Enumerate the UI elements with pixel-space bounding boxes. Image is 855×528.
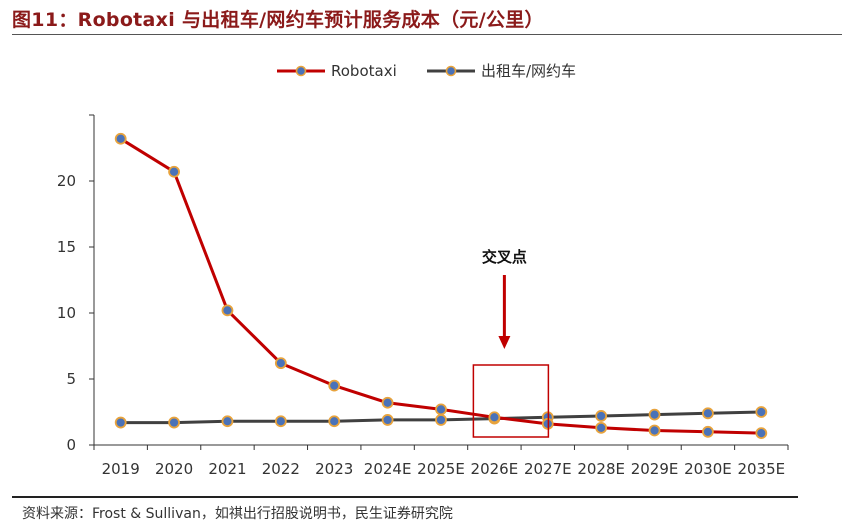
x-tick-label: 2026E (471, 460, 519, 478)
x-tick-label: 2030E (684, 460, 732, 478)
x-tick-label: 2025E (417, 460, 465, 478)
data-point (328, 415, 341, 428)
data-point (168, 165, 180, 178)
y-tick-label: 10 (57, 304, 76, 322)
data-point (114, 416, 127, 429)
x-tick-label: 2019 (102, 460, 140, 478)
chart-title: 图11：Robotaxi 与出租车/网约车预计服务成本（元/公里） (12, 9, 544, 31)
x-tick-label: 2024E (364, 460, 412, 478)
data-point (648, 408, 661, 421)
data-point (595, 410, 608, 422)
annotation-arrow-head (498, 336, 511, 349)
data-point (168, 416, 180, 429)
x-tick-label: 2020 (155, 460, 193, 478)
x-tick-label: 2027E (524, 460, 572, 478)
y-tick-label: 5 (66, 370, 76, 388)
source-divider (12, 496, 798, 498)
data-point (328, 379, 341, 392)
data-point (435, 414, 447, 426)
legend-item-taxi: 出租车/网约车 (427, 62, 576, 80)
data-point (435, 403, 447, 416)
y-tick-label: 0 (66, 436, 76, 454)
annotation-box (472, 364, 550, 438)
x-tick-label: 2035E (737, 460, 785, 478)
data-point (648, 424, 661, 437)
y-tick-label: 20 (57, 172, 76, 190)
chart-axes: 0 5 10 15 20 2019 2020 2021 2022 2023 2024E 2025E 20… (57, 114, 789, 478)
x-tick-label: 2028E (577, 460, 625, 478)
legend-item-robotaxi: Robotaxi (277, 62, 397, 80)
series-line (119, 137, 762, 435)
data-point (595, 421, 608, 434)
data-point (274, 357, 287, 370)
source-note: 资料来源：Frost & Sullivan，如祺出行招股说明书，民生证券研究院 (22, 506, 453, 522)
data-point (488, 411, 501, 424)
chart-legend: Robotaxi 出租车/网约车 (277, 62, 576, 80)
data-point (221, 304, 234, 317)
data-point (755, 406, 768, 418)
data-point (755, 427, 768, 440)
crossover-annotation: 交叉点 (472, 248, 550, 438)
data-point (274, 415, 287, 428)
data-point (114, 132, 127, 145)
x-tick-label: 2022 (262, 460, 300, 478)
data-point (702, 425, 714, 438)
legend-marker (445, 65, 457, 77)
y-tick-label: 15 (57, 238, 76, 256)
data-point (381, 414, 394, 426)
series-layer (114, 132, 768, 440)
data-point (381, 396, 394, 409)
title-divider (12, 34, 842, 35)
series-robotaxi (114, 132, 768, 440)
data-point (221, 415, 234, 428)
annotation-label: 交叉点 (482, 248, 527, 266)
legend-label: 出租车/网约车 (481, 62, 576, 80)
x-tick-label: 2029E (631, 460, 679, 478)
x-tick-label: 2021 (208, 460, 246, 478)
line-chart: 0 5 10 15 20 2019 2020 2021 2022 2023 2024E 2025E 20… (57, 62, 789, 478)
legend-marker (295, 65, 307, 77)
data-point (702, 407, 714, 420)
x-tick-label: 2023 (315, 460, 353, 478)
legend-label: Robotaxi (331, 62, 397, 80)
